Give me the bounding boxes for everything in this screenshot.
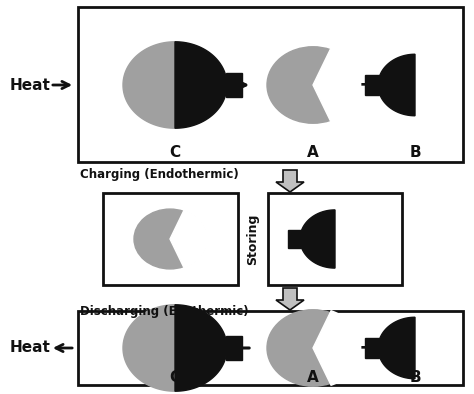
Polygon shape bbox=[123, 42, 175, 128]
Bar bbox=[103, 193, 238, 285]
Text: A: A bbox=[307, 370, 319, 385]
Text: Heat: Heat bbox=[10, 78, 51, 93]
Text: B: B bbox=[409, 370, 421, 385]
Polygon shape bbox=[378, 317, 415, 379]
Polygon shape bbox=[313, 311, 361, 385]
Polygon shape bbox=[276, 170, 304, 192]
Circle shape bbox=[267, 47, 359, 123]
Polygon shape bbox=[175, 305, 227, 391]
Text: Storing: Storing bbox=[246, 213, 259, 265]
Circle shape bbox=[267, 310, 359, 386]
Text: C: C bbox=[169, 145, 181, 160]
Polygon shape bbox=[378, 54, 415, 116]
Polygon shape bbox=[313, 48, 361, 122]
Polygon shape bbox=[300, 210, 335, 268]
Text: Charging (Endothermic): Charging (Endothermic) bbox=[80, 168, 239, 181]
Text: Heat: Heat bbox=[10, 340, 51, 355]
Text: +: + bbox=[359, 75, 377, 95]
Bar bbox=[226, 336, 242, 360]
Bar bbox=[288, 230, 301, 248]
Bar bbox=[365, 338, 379, 358]
Polygon shape bbox=[175, 42, 227, 128]
Bar bbox=[78, 311, 463, 385]
Text: Discharging (Exothermic): Discharging (Exothermic) bbox=[80, 305, 249, 318]
Text: B: B bbox=[409, 145, 421, 160]
Polygon shape bbox=[276, 288, 304, 310]
Circle shape bbox=[134, 209, 206, 269]
Bar bbox=[365, 75, 379, 95]
Text: +: + bbox=[359, 338, 377, 358]
Text: C: C bbox=[169, 370, 181, 385]
Bar bbox=[226, 73, 242, 97]
Polygon shape bbox=[170, 210, 208, 268]
Bar bbox=[268, 193, 402, 285]
Text: A: A bbox=[307, 145, 319, 160]
Polygon shape bbox=[123, 305, 175, 391]
Bar bbox=[78, 7, 463, 162]
